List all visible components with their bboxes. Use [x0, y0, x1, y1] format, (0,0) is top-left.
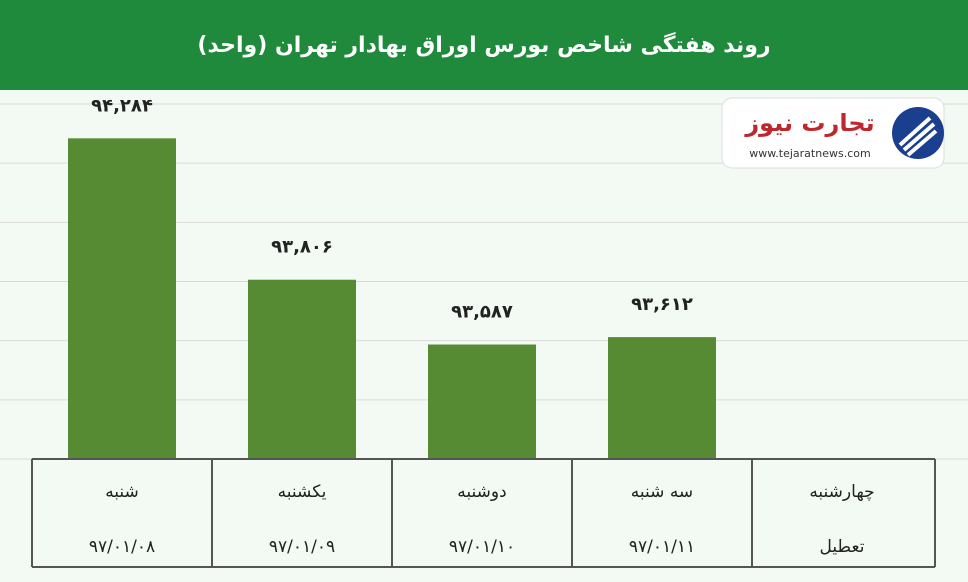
logo-icon — [892, 107, 944, 159]
bar — [68, 138, 176, 460]
value-label: ۹۳,۵۸۷ — [451, 302, 513, 323]
x-tick-label: چهارشنبه — [809, 482, 874, 502]
value-label: ۹۴,۲۸۴ — [91, 95, 153, 116]
value-label: ۹۳,۸۰۶ — [271, 237, 333, 258]
logo-name: تجارت نیوز — [744, 109, 874, 137]
x-tick-label: سه شنبه — [631, 482, 693, 502]
x-tick-label: شنبه — [105, 482, 139, 502]
logo-icon-lines — [898, 116, 938, 157]
header — [0, 0, 968, 90]
table — [31, 458, 936, 568]
x-tick-label: دوشنبه — [457, 482, 506, 502]
value-label: ۹۳,۶۱۲ — [631, 294, 693, 315]
logo: تجارت نیوز www.tejaratnews.com — [721, 97, 945, 169]
date-label: ۹۷/۰۱/۰۸ — [89, 537, 155, 557]
bar — [608, 337, 716, 459]
plot — [0, 103, 968, 460]
date-label: ۹۷/۰۱/۱۱ — [629, 537, 695, 557]
bar — [428, 344, 536, 459]
bar — [248, 279, 356, 459]
logo-url: www.tejaratnews.com — [749, 147, 870, 160]
date-label: ۹۷/۰۱/۰۹ — [269, 537, 335, 557]
date-label: ۹۷/۰۱/۱۰ — [449, 537, 515, 557]
date-label: تعطیل — [820, 537, 865, 557]
chart-title: روند هفتگی شاخص بورس اوراق بهادار تهران … — [197, 31, 770, 58]
x-tick-label: یکشنبه — [278, 482, 327, 502]
